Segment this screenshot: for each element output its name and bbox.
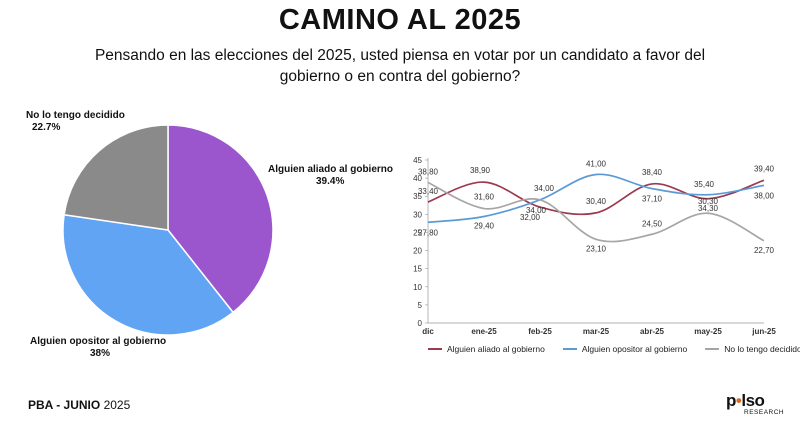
line-chart: 0 5 10 15 20 25 30 35 40 45 dic ene-25 feb-25 mar-25 a…: [413, 156, 776, 336]
data-label-opositor: 37,10: [642, 195, 663, 204]
data-label-opositor: 27,80: [418, 228, 439, 237]
y-tick-label: 45: [413, 156, 422, 165]
legend-item-opositor: Alguien opositor al gobierno: [562, 344, 688, 354]
logo-subtitle: RESEARCH: [744, 409, 785, 416]
data-label-indeciso: 23,10: [586, 244, 607, 253]
logo-accent: •: [735, 391, 742, 410]
legend-label-indeciso: No lo tengo decidido: [724, 344, 800, 354]
pie-label-opositor: Alguien opositor al gobierno 38%: [30, 336, 166, 360]
pie-chart: [62, 124, 274, 336]
logo-wordmark: p•lso: [726, 392, 786, 409]
pie-label-indeciso: No lo tengo decidido 22.7%: [26, 110, 125, 134]
y-tick-label: 0: [418, 319, 423, 328]
data-label-indeciso: 31,60: [474, 193, 495, 202]
legend-item-aliado: Alguien aliado al gobierno: [428, 344, 545, 354]
data-label-opositor: 35,40: [694, 180, 715, 189]
x-tick-label: jun-25: [751, 327, 776, 336]
survey-question: Pensando en las elecciones del 2025, ust…: [94, 47, 706, 85]
x-tick-label: ene-25: [471, 327, 497, 336]
y-tick-label: 25: [413, 228, 422, 237]
data-label-aliado: 33,40: [418, 187, 439, 196]
pulso-research-logo: p•lso RESEARCH: [726, 392, 786, 417]
y-tick-label: 40: [413, 174, 422, 183]
data-label-opositor: 38,00: [754, 191, 775, 200]
y-tick-label: 30: [413, 210, 422, 219]
data-label-aliado: 38,90: [470, 166, 491, 175]
legend-label-aliado: Alguien aliado al gobierno: [447, 344, 545, 354]
x-tick-label: abr-25: [640, 327, 665, 336]
x-tick-label: mar-25: [583, 327, 610, 336]
line-chart-legend: Alguien aliado al gobierno Alguien oposi…: [428, 344, 800, 354]
data-label-aliado: 30,40: [586, 197, 607, 206]
data-label-indeciso: 22,70: [754, 246, 775, 255]
pie-label-aliado-value: 39.4%: [316, 176, 345, 187]
y-tick-label: 5: [418, 301, 423, 310]
data-label-indeciso: 38,80: [418, 167, 439, 176]
data-label-opositor: 29,40: [474, 222, 495, 231]
footer-region: PBA - JUNIO: [28, 398, 101, 412]
y-tick-label: 15: [413, 265, 422, 274]
y-tick-label: 35: [413, 192, 422, 201]
pie-label-opositor-name: Alguien opositor al gobierno: [30, 336, 167, 347]
legend-swatch-aliado: [428, 348, 442, 350]
legend-label-opositor: Alguien opositor al gobierno: [581, 344, 688, 354]
legend-item-indeciso: No lo tengo decidido: [705, 344, 800, 354]
data-label-indeciso: 30,30: [698, 197, 719, 206]
x-tick-label: feb-25: [528, 327, 552, 336]
data-label-opositor: 34,00: [526, 206, 547, 215]
pie-slice-opositor: [62, 213, 235, 336]
data-label-indeciso: 24,50: [642, 219, 663, 228]
x-tick-label: dic: [422, 327, 434, 336]
pie-label-indeciso-value: 22.7%: [32, 122, 61, 133]
footer-region-date: PBA - JUNIO 2025: [28, 398, 130, 412]
y-tick-label: 20: [413, 247, 422, 256]
series-line-aliado: [427, 179, 765, 216]
legend-swatch-opositor: [562, 348, 577, 350]
data-label-indeciso: 34,00: [534, 184, 555, 193]
pie-label-aliado-name: Alguien aliado al gobierno: [268, 164, 394, 175]
data-label-opositor: 41,00: [586, 159, 607, 168]
data-label-aliado: 38,40: [642, 168, 663, 177]
series-line-opositor: [427, 173, 765, 224]
pie-label-aliado: Alguien aliado al gobierno 39.4%: [268, 164, 393, 188]
pie-slice-indeciso: [63, 124, 169, 231]
logo-letter-p: p: [726, 391, 736, 410]
logo-letters: lso: [741, 391, 765, 410]
x-tick-label: may-25: [694, 327, 722, 336]
legend-swatch-indeciso: [705, 348, 720, 350]
pie-label-indeciso-name: No lo tengo decidido: [26, 110, 125, 121]
y-tick-label: 10: [413, 283, 422, 292]
pie-slice-aliado: [167, 124, 274, 314]
data-label-aliado: 32,00: [520, 213, 541, 222]
pie-label-opositor-value: 38%: [90, 348, 111, 359]
page-title: CAMINO AL 2025: [278, 4, 522, 36]
footer-year: 2025: [103, 398, 131, 412]
series-line-indeciso: [427, 181, 765, 243]
data-label-aliado: 39,40: [754, 164, 775, 173]
data-label-aliado: 34,30: [698, 204, 719, 213]
